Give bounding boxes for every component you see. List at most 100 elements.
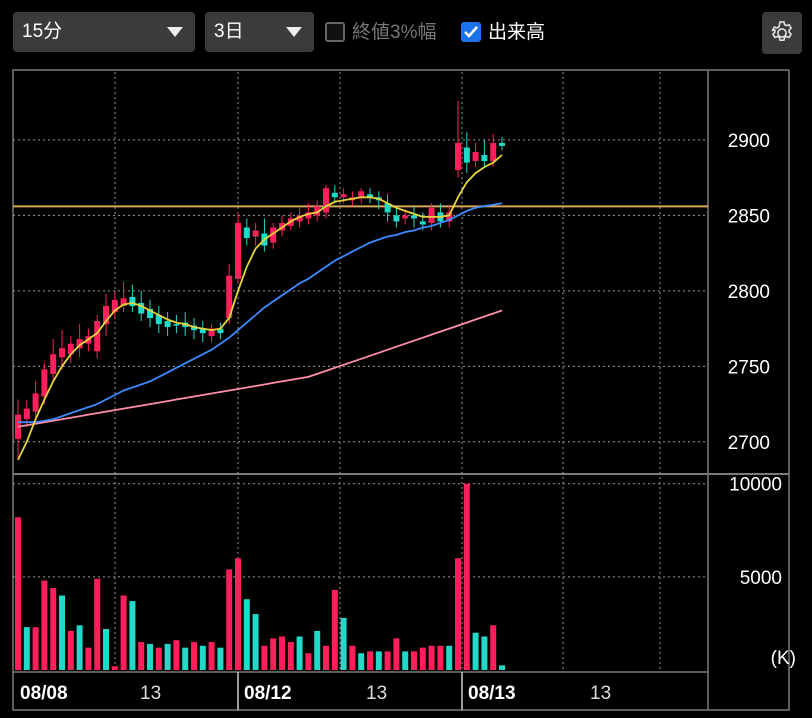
date-tick-label: 08/12 [244, 683, 292, 704]
candle-body [243, 227, 250, 239]
candle-body [208, 328, 215, 337]
candle-body [147, 308, 153, 319]
candle-body [120, 298, 127, 306]
volume-bar [296, 636, 303, 670]
candle-body [23, 408, 30, 420]
volume-bar [94, 578, 101, 670]
volume-bar [499, 665, 505, 670]
volume-bar [279, 636, 285, 670]
volume-bar [41, 580, 48, 670]
interval-select[interactable]: 15分 [13, 12, 195, 52]
candle-body [76, 339, 83, 349]
volume-bar [235, 558, 241, 670]
volume-bar [191, 642, 197, 670]
volume-tick-label: 10000 [729, 475, 782, 496]
toolbar: 15分 3日 終値3%幅 出来高 [0, 0, 812, 68]
candle-body [270, 227, 277, 243]
volume-bar [147, 643, 153, 670]
candle-body [499, 142, 505, 146]
volume-bar [226, 569, 233, 670]
volume-bar [120, 595, 127, 670]
candle-body [358, 191, 365, 198]
volume-bar [243, 599, 250, 670]
volume-bar [490, 625, 497, 670]
volume-bar [287, 642, 294, 670]
volume-bar [261, 645, 268, 670]
candle-body [384, 203, 391, 213]
interval-value: 15分 [22, 21, 63, 42]
ma-long-line [17, 309, 503, 428]
candle-body [103, 305, 109, 325]
volume-bar [472, 632, 479, 670]
volume-bar [32, 627, 39, 670]
volume-bar [23, 627, 30, 670]
volume-bar [59, 595, 65, 670]
date-tick-label: 08/08 [20, 683, 68, 704]
volume-bar [314, 630, 321, 670]
chevron-down-icon [167, 27, 183, 37]
price-axis: 2700 2750 2800 2850 2900 [728, 131, 770, 454]
price-tick-label: 2800 [728, 282, 770, 303]
candle-body [15, 414, 21, 439]
volume-bar [305, 653, 312, 670]
candle-body [67, 343, 74, 355]
volume-bar [182, 647, 189, 670]
volume-checkbox[interactable] [461, 22, 481, 42]
volume-bar [85, 647, 92, 670]
volume-bar [358, 653, 365, 670]
volume-bar [340, 617, 347, 670]
candle-body [472, 152, 479, 162]
volume-label: 出来高 [488, 22, 546, 43]
candle-body [138, 302, 145, 314]
candle-body [59, 348, 65, 358]
volume-bar [419, 647, 426, 670]
candle-body [402, 215, 409, 219]
candle-body [199, 328, 206, 334]
candle-body [323, 188, 329, 213]
candle-body [296, 215, 303, 222]
moving-averages [17, 154, 503, 461]
volume-bar [173, 640, 180, 670]
checkmark-icon [464, 26, 478, 38]
grid [13, 72, 708, 710]
close-pct-checkbox[interactable] [325, 22, 345, 42]
volume-bar [402, 651, 409, 670]
volume-bar [393, 638, 400, 670]
volume-tick-label: 5000 [740, 568, 782, 589]
volume-bar [138, 642, 145, 670]
candle-body [340, 194, 347, 198]
volume-bar [367, 651, 373, 670]
volume-bar [349, 645, 356, 670]
candle-body [411, 215, 417, 219]
volume-bar [481, 636, 488, 670]
price-tick-label: 2700 [728, 433, 770, 454]
candle-body [173, 324, 180, 326]
gear-icon [771, 21, 792, 42]
settings-button[interactable] [762, 12, 802, 54]
volume-bar [463, 483, 470, 670]
candle-body [217, 328, 224, 334]
candle-body [41, 369, 48, 397]
candle-body [455, 142, 461, 171]
volume-bar [164, 643, 171, 670]
volume-bar [270, 638, 277, 670]
volume-bar [67, 630, 74, 670]
volume-bar [331, 589, 338, 670]
volume-bar [15, 517, 21, 670]
candle-body [226, 275, 233, 319]
candle-body [129, 296, 136, 306]
candles [15, 100, 505, 460]
volume-bar [155, 647, 162, 670]
candle-body [155, 315, 162, 325]
date-tick-label: 13 [366, 683, 387, 704]
candle-body [164, 321, 171, 328]
volume-bar [428, 645, 435, 670]
volume-bar [76, 625, 83, 670]
date-tick-label: 08/13 [468, 683, 516, 704]
candle-body [490, 142, 497, 162]
range-select[interactable]: 3日 [205, 12, 314, 52]
volume-bar [111, 666, 118, 670]
candle-body [481, 155, 488, 162]
date-axis: 08/08 13 08/12 13 08/13 13 [20, 683, 611, 704]
